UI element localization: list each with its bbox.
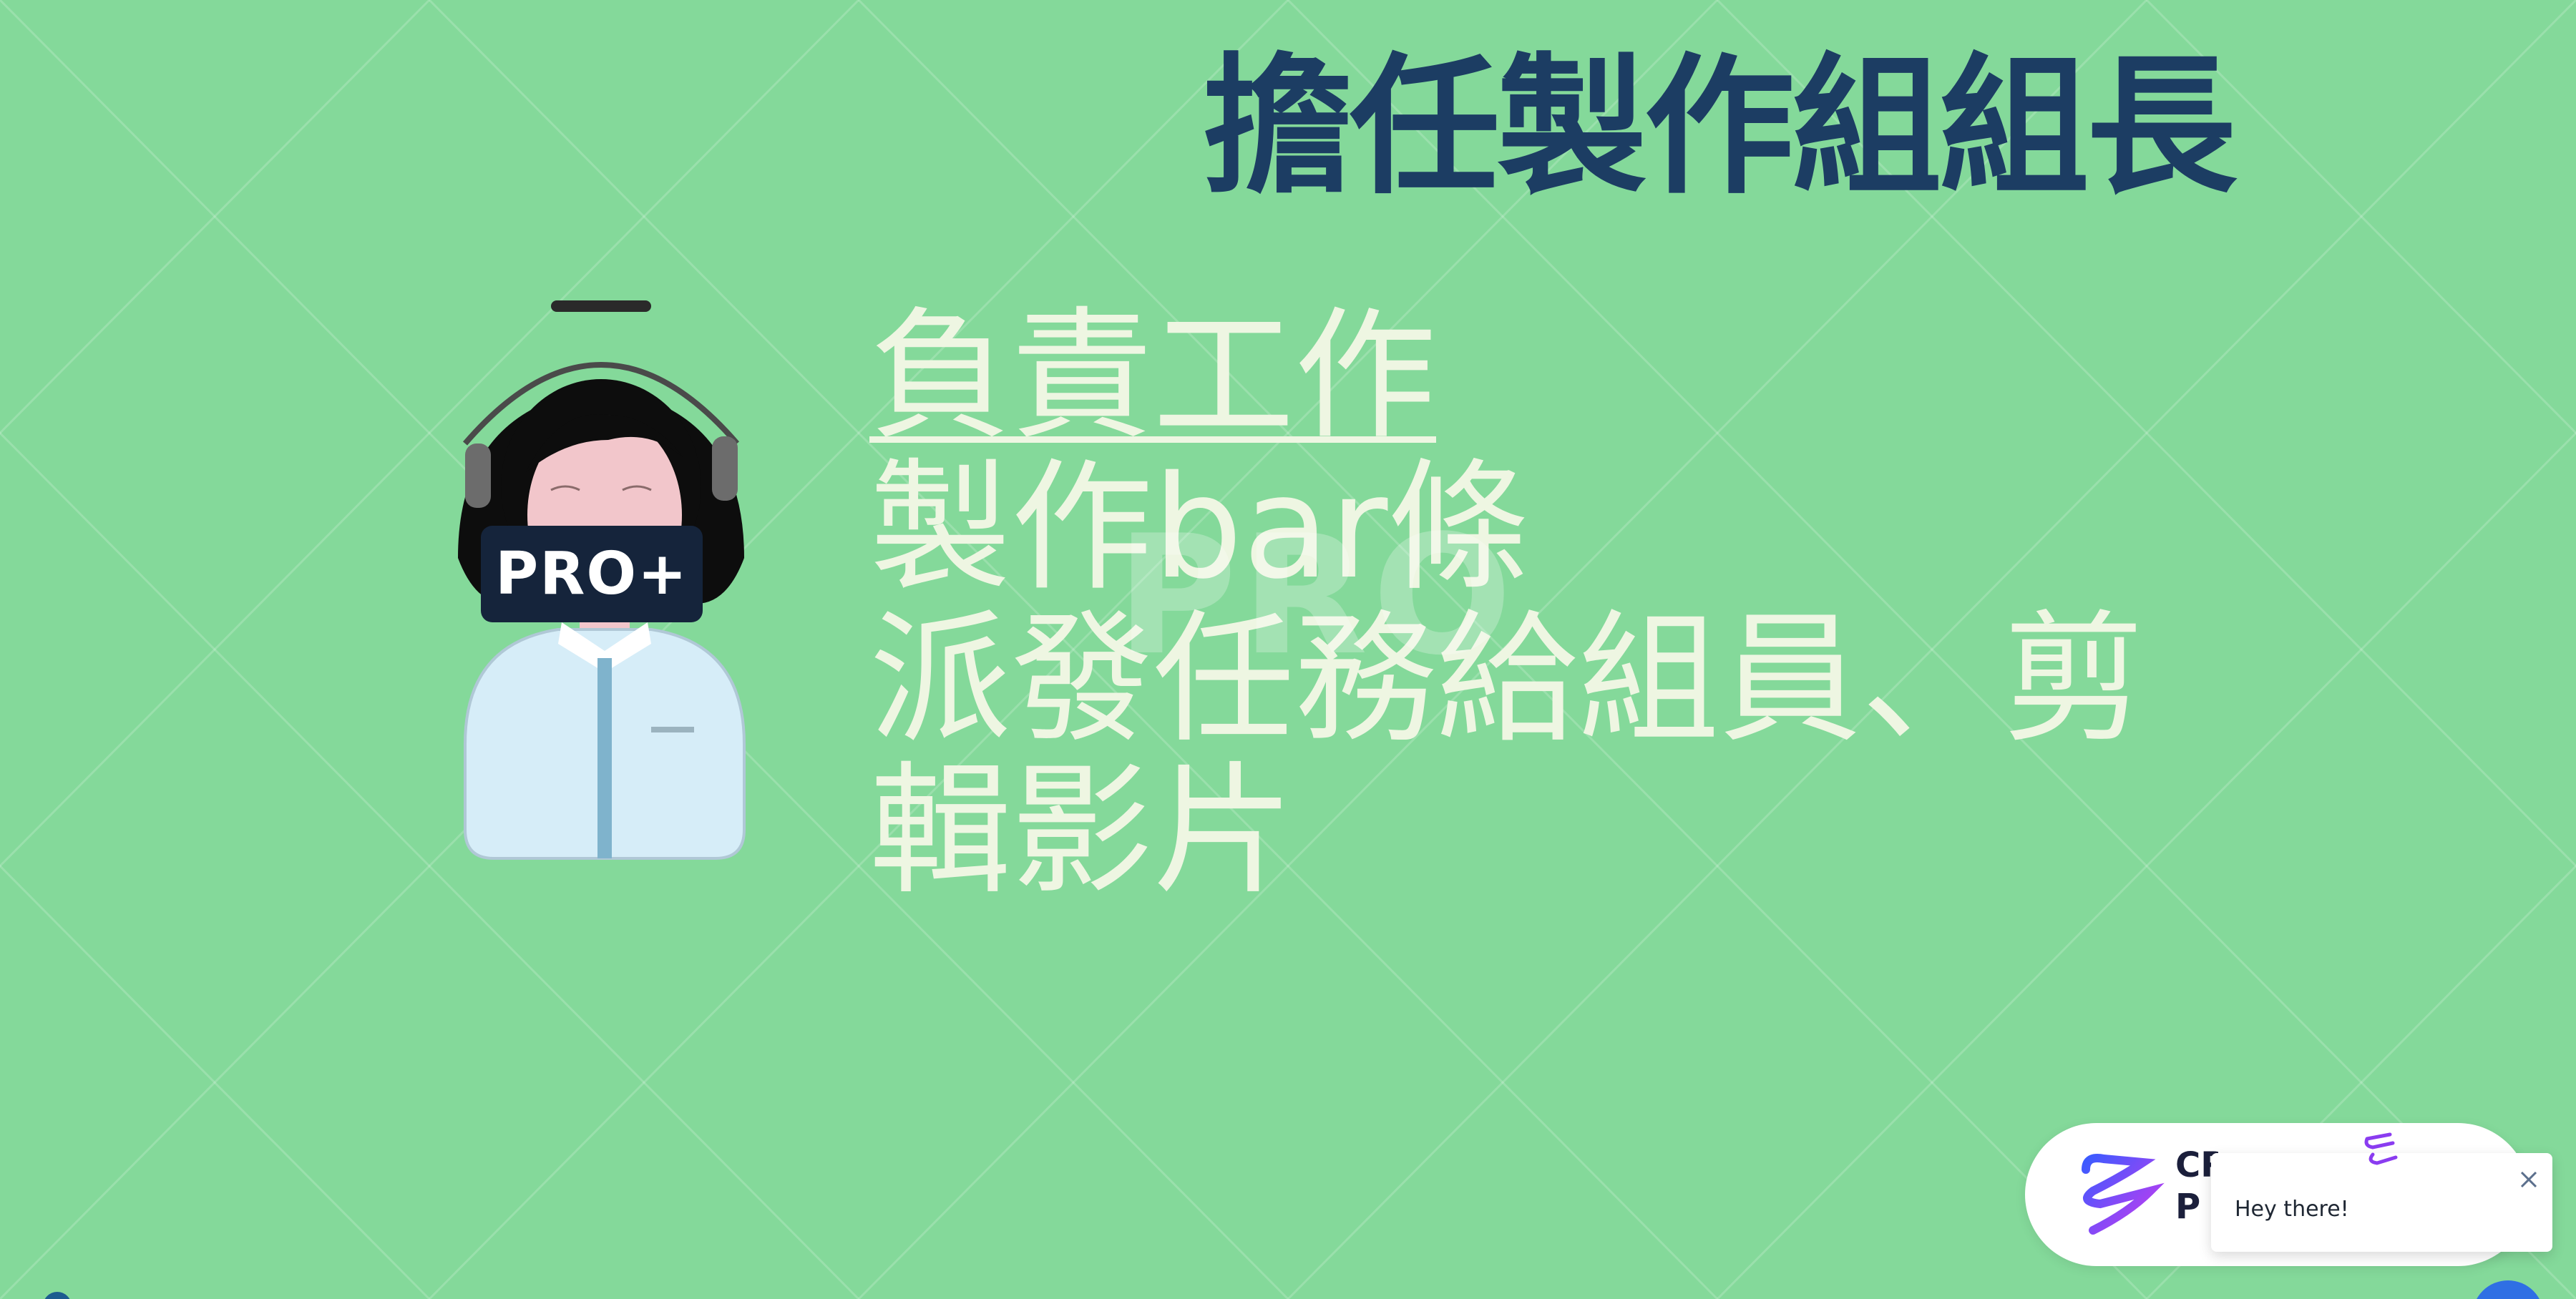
body-heading: 負責工作: [869, 300, 2122, 452]
close-icon[interactable]: [2517, 1168, 2540, 1191]
brand-logo-icon: [2072, 1148, 2165, 1241]
slide-title: 擔任製作組組長: [1202, 43, 2234, 211]
pro-plus-badge: PRO+: [481, 526, 703, 622]
pro-watermark: PRO: [1116, 501, 1516, 692]
body-line-3: 輯影片: [869, 755, 2122, 907]
chat-message: Hey there!: [2235, 1197, 2349, 1222]
chat-brand-icon: [2361, 1129, 2401, 1169]
